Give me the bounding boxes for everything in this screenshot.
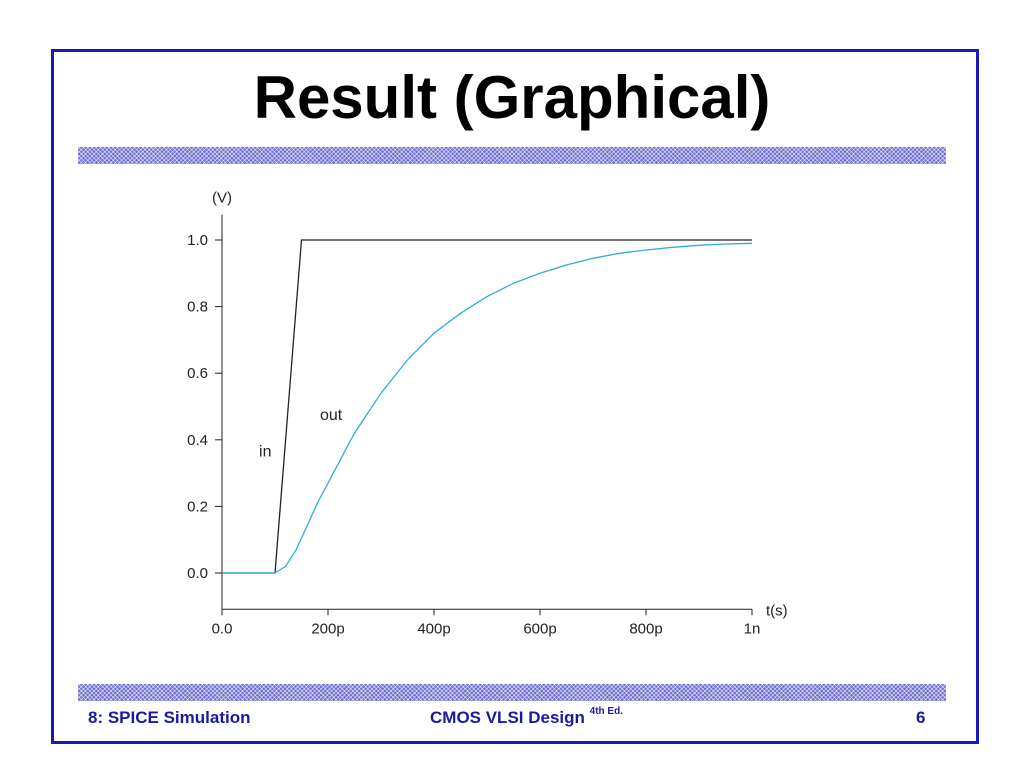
series-line-out <box>222 242 753 574</box>
y-tick-label: 0.6 <box>187 365 208 382</box>
x-tick-label: 400p <box>417 620 450 637</box>
x-tick-label: 0.0 <box>212 620 233 637</box>
chart-labels: (V) t(s) in out <box>212 190 788 620</box>
series-annotation-out: out <box>320 407 343 424</box>
chart-ticks: 0.0 0.2 0.4 0.6 0.8 1.0 0.0 200p 400p 600p 800p 1n <box>187 232 760 637</box>
x-tick-label: 600p <box>523 620 556 637</box>
title-divider-band <box>78 147 946 164</box>
y-axis-label: (V) <box>212 190 232 207</box>
series-annotation-in: in <box>259 443 271 460</box>
series-line-in <box>222 239 752 574</box>
x-tick-label: 1n <box>744 620 761 637</box>
chart-axes <box>221 214 752 610</box>
y-tick-label: 0.4 <box>187 432 208 449</box>
footer-book-title: CMOS VLSI Design 4th Ed. <box>430 706 623 728</box>
footer-divider-band <box>78 684 946 701</box>
footer-book-name: CMOS VLSI Design <box>430 708 585 727</box>
footer-edition: 4th Ed. <box>589 706 623 717</box>
x-tick-label: 200p <box>311 620 344 637</box>
slide-frame <box>51 49 979 744</box>
y-tick-label: 1.0 <box>187 232 208 249</box>
y-tick-label: 0.0 <box>187 565 208 582</box>
chart-series <box>222 239 753 574</box>
x-tick-label: 800p <box>629 620 662 637</box>
y-tick-label: 0.8 <box>187 299 208 316</box>
x-axis-label: t(s) <box>766 602 788 619</box>
slide-title: Result (Graphical) <box>253 64 771 131</box>
footer-page-number: 6 <box>916 708 926 727</box>
y-tick-label: 0.2 <box>187 498 208 515</box>
footer-section-title: 8: SPICE Simulation <box>88 708 251 727</box>
